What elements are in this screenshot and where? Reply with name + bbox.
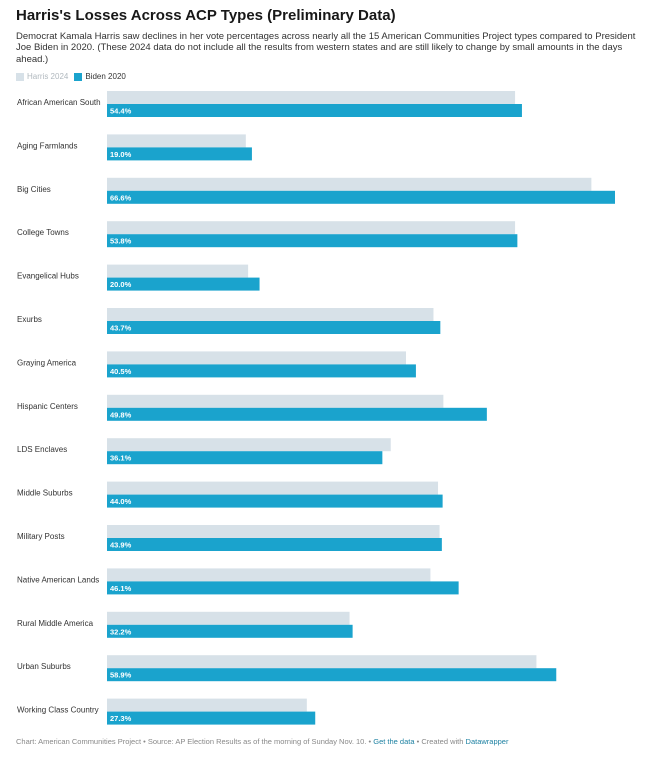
bar-harris-2024: [107, 525, 440, 538]
bar-harris-2024: [107, 655, 537, 669]
bar-biden-2020: [107, 321, 441, 334]
legend-label-biden: Biden 2020: [85, 72, 126, 81]
category-label: African American South: [17, 98, 101, 107]
category-label: Working Class Country: [17, 706, 99, 715]
legend-swatch-biden: [74, 72, 83, 81]
category-label: Hispanic Centers: [17, 402, 78, 411]
legend-item-biden: Biden 2020: [74, 72, 126, 81]
category-label: Native American Lands: [17, 575, 99, 584]
footer-source: Chart: American Communities Project • So…: [16, 737, 372, 746]
bar-biden-2020: [107, 147, 252, 161]
bar-biden-2020: [107, 234, 518, 248]
bar-harris-2024: [107, 134, 246, 148]
legend-item-harris: Harris 2024: [16, 72, 68, 81]
chart-row: Urban Suburbs 58.9%: [17, 655, 557, 682]
chart-row: College Towns 53.8%: [17, 221, 518, 248]
chart-row: Native American Lands 46.1%: [17, 568, 459, 595]
bar-harris-2024: [107, 698, 307, 712]
chart-row: LDS Enclaves 36.1%: [17, 438, 391, 465]
chart-legend: Harris 2024 Biden 2020: [16, 72, 132, 81]
value-label-biden-2020: 66.6%: [110, 193, 132, 202]
bar-biden-2020: [107, 624, 353, 638]
value-label-biden-2020: 20.0%: [110, 280, 132, 289]
chart-row: Middle Suburbs 44.0%: [17, 481, 443, 508]
value-label-biden-2020: 27.3%: [110, 714, 132, 723]
bar-biden-2020: [107, 451, 383, 465]
chart-subtitle: Democrat Kamala Harris saw declines in h…: [16, 31, 636, 65]
bar-biden-2020: [107, 407, 487, 421]
bar-biden-2020: [107, 668, 557, 682]
bar-harris-2024: [107, 438, 391, 452]
category-label: Big Cities: [17, 185, 51, 194]
value-label-biden-2020: 53.8%: [110, 237, 132, 246]
legend-label-harris: Harris 2024: [27, 72, 69, 81]
bar-harris-2024: [107, 351, 407, 365]
value-label-biden-2020: 49.8%: [110, 410, 132, 419]
category-label: Aging Farmlands: [17, 141, 77, 150]
category-label: Urban Suburbs: [17, 662, 71, 671]
value-label-biden-2020: 43.7%: [110, 324, 132, 333]
bar-biden-2020: [107, 277, 260, 291]
value-label-biden-2020: 32.2%: [110, 627, 132, 636]
chart-row: Exurbs 43.7%: [17, 308, 441, 334]
chart-row: Rural Middle America 32.2%: [17, 611, 353, 638]
value-label-biden-2020: 36.1%: [110, 454, 132, 463]
bar-harris-2024: [107, 177, 592, 191]
bar-harris-2024: [107, 394, 444, 408]
value-label-biden-2020: 43.9%: [110, 541, 132, 550]
chart-row: Hispanic Centers 49.8%: [17, 394, 487, 421]
bar-biden-2020: [107, 581, 459, 595]
chart-footer: Chart: American Communities Project • So…: [16, 737, 508, 746]
value-label-biden-2020: 58.9%: [110, 671, 132, 680]
category-label: Graying America: [17, 358, 77, 367]
category-label: Military Posts: [17, 532, 65, 541]
category-label: Middle Suburbs: [17, 489, 73, 498]
bar-biden-2020: [107, 364, 416, 378]
bar-biden-2020: [107, 104, 522, 117]
bar-harris-2024: [107, 221, 516, 235]
value-label-biden-2020: 54.4%: [110, 107, 132, 116]
chart-row: Working Class Country 27.3%: [17, 698, 316, 725]
get-the-data-link[interactable]: Get the data: [373, 737, 415, 746]
category-label: LDS Enclaves: [17, 445, 67, 454]
chart-row: Military Posts 43.9%: [17, 525, 442, 551]
chart-row: African American South 54.4%: [17, 91, 522, 117]
bar-biden-2020: [107, 190, 615, 204]
bar-harris-2024: [107, 481, 439, 495]
footer-created-with: • Created with: [416, 737, 464, 746]
datawrapper-link[interactable]: Datawrapper: [465, 737, 509, 746]
bar-harris-2024: [107, 611, 350, 625]
bar-biden-2020: [107, 711, 316, 725]
bar-harris-2024: [107, 91, 516, 104]
value-label-biden-2020: 44.0%: [110, 497, 132, 506]
category-label: Rural Middle America: [17, 619, 94, 628]
chart-row: Big Cities 66.6%: [17, 177, 615, 204]
bar-harris-2024: [107, 568, 431, 582]
bar-biden-2020: [107, 494, 443, 508]
bar-harris-2024: [107, 308, 434, 321]
bar-biden-2020: [107, 538, 442, 551]
legend-swatch-harris: [16, 72, 24, 81]
value-label-biden-2020: 46.1%: [110, 584, 132, 593]
value-label-biden-2020: 19.0%: [110, 150, 132, 159]
category-label: Evangelical Hubs: [17, 272, 79, 281]
bar-harris-2024: [107, 264, 249, 278]
chart-row: Graying America 40.5%: [17, 351, 416, 378]
category-label: Exurbs: [17, 315, 42, 324]
chart-row: Aging Farmlands 19.0%: [17, 134, 252, 161]
chart-title: Harris's Losses Across ACP Types (Prelim…: [16, 7, 396, 24]
category-label: College Towns: [17, 228, 69, 237]
chart-row: Evangelical Hubs 20.0%: [17, 264, 260, 291]
value-label-biden-2020: 40.5%: [110, 367, 132, 376]
